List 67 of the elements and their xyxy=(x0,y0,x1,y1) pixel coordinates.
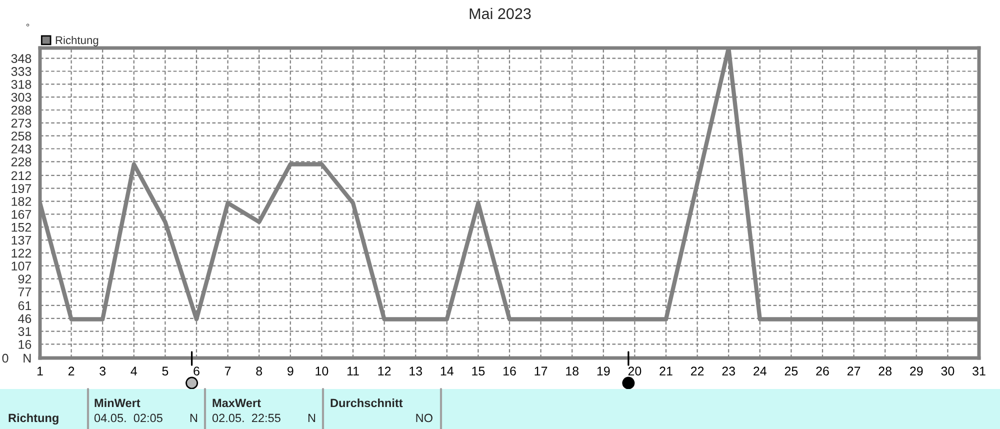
x-tick-label: 6 xyxy=(194,366,200,376)
legend-label: Richtung xyxy=(56,36,98,46)
text: Richtung xyxy=(8,413,58,425)
y-tick-label: 61 xyxy=(18,301,32,310)
y-axis-title: ° xyxy=(26,24,30,26)
x-tick-label: 25 xyxy=(784,366,798,376)
x-tick-label: 31 xyxy=(972,366,986,376)
y-tick-label: 212 xyxy=(11,171,32,180)
text: 04.05. 02:05 xyxy=(94,414,162,422)
x-tick-label: 14 xyxy=(440,366,454,376)
y-tick-label: 152 xyxy=(12,222,32,232)
y-tick-label: 303 xyxy=(11,92,32,102)
x-tick-label: 30 xyxy=(941,366,954,376)
y-tick-label: 333 xyxy=(11,67,32,76)
y-tick-label: 107 xyxy=(12,262,32,271)
text: Durchschnitt xyxy=(330,398,403,408)
y-tick-label: 197 xyxy=(12,184,32,194)
x-tick-label: 13 xyxy=(410,366,422,376)
x-tick-label: 18 xyxy=(566,366,579,376)
x-tick-label: 23 xyxy=(722,366,736,376)
x-tick-label: 27 xyxy=(847,366,860,376)
x-tick-label: 5 xyxy=(162,366,168,376)
x-tick-label: 4 xyxy=(130,366,138,376)
x-tick-label: 8 xyxy=(256,366,262,376)
x-tick-label: 17 xyxy=(534,366,548,376)
x-tick-label: 19 xyxy=(597,366,610,376)
y-tick-label: 77 xyxy=(18,288,32,296)
x-tick-label: 2 xyxy=(68,366,74,376)
text: N xyxy=(190,414,198,422)
x-tick-label: 15 xyxy=(472,366,485,376)
y-tick-label: 273 xyxy=(11,118,32,128)
x-tick-label: 3 xyxy=(100,366,106,376)
y-tick-label: 182 xyxy=(12,197,32,206)
y-tick-label: 243 xyxy=(11,144,32,154)
y-tick-label: 318 xyxy=(11,80,32,89)
y-tick-label: 228 xyxy=(11,157,32,166)
text: NO xyxy=(416,414,432,422)
x-tick-label: 16 xyxy=(504,366,516,376)
y-tick-label: 0 N xyxy=(2,354,31,363)
x-tick-label: 7 xyxy=(224,366,231,376)
text: 02.05. 22:55 xyxy=(212,414,280,422)
x-tick-label: 24 xyxy=(754,366,766,376)
x-tick-label: 1 xyxy=(37,366,43,376)
y-tick-label: 258 xyxy=(11,132,32,140)
text: MaxWert xyxy=(212,398,261,408)
x-tick-label: 22 xyxy=(690,366,704,376)
x-tick-label: 21 xyxy=(660,366,672,376)
y-tick-label: 46 xyxy=(18,314,32,324)
x-tick-label: 11 xyxy=(347,366,359,376)
x-tick-label: 9 xyxy=(288,366,294,376)
y-tick-label: 288 xyxy=(11,106,32,115)
y-tick-label: 16 xyxy=(18,340,32,349)
text: MinWert xyxy=(94,398,140,408)
x-tick-label: 28 xyxy=(878,366,892,376)
text: N xyxy=(308,414,316,422)
y-tick-label: 348 xyxy=(11,54,32,63)
y-tick-label: 92 xyxy=(18,274,32,284)
x-tick-label: 10 xyxy=(316,366,328,376)
y-tick-label: 167 xyxy=(12,210,32,219)
x-tick-label: 20 xyxy=(628,366,642,376)
x-tick-label: 29 xyxy=(910,366,923,376)
y-tick-label: 122 xyxy=(12,248,32,258)
y-tick-label: 137 xyxy=(12,236,32,245)
y-tick-label: 31 xyxy=(18,327,32,336)
x-tick-label: 26 xyxy=(816,366,829,376)
chart-title: Mai 2023 xyxy=(470,8,531,20)
x-tick-label: 12 xyxy=(378,366,391,376)
